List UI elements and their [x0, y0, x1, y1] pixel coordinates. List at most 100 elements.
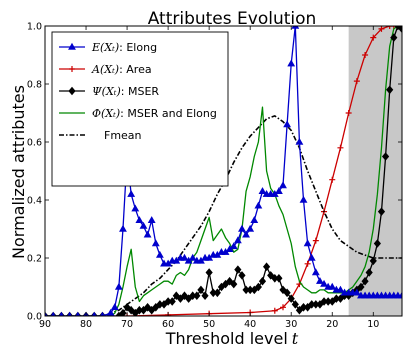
x-tick-label: 10: [367, 319, 379, 330]
data-point-mser: [365, 268, 373, 277]
data-point-elong: [250, 216, 259, 223]
data-point-area: [280, 304, 286, 311]
data-point-elong: [151, 239, 160, 247]
data-point-mser: [168, 297, 176, 306]
data-point-mser: [386, 85, 394, 95]
y-tick-label: 0.4: [27, 196, 42, 207]
data-point-area: [271, 307, 278, 314]
data-point-mser: [381, 152, 390, 161]
data-point-elong: [59, 311, 64, 316]
data-point-mser: [394, 26, 402, 31]
x-tick-label: 70: [121, 319, 133, 330]
data-point-mser: [193, 291, 201, 300]
data-point-elong: [316, 276, 324, 284]
y-tick-label: 0.6: [27, 138, 42, 149]
data-point-area: [345, 110, 352, 116]
legend-marker-elong: [68, 42, 76, 50]
series-line-fmean: [45, 115, 402, 316]
data-point-mser: [373, 239, 381, 248]
data-point-elong: [320, 279, 328, 287]
data-point-elong: [299, 195, 308, 203]
data-point-elong: [238, 224, 246, 232]
data-point-elong: [45, 311, 48, 316]
data-point-mser: [275, 274, 283, 283]
y-tick-label: 0.8: [27, 80, 42, 91]
legend-marker-area: [69, 66, 75, 72]
data-point-elong: [127, 189, 136, 197]
legend-marker-mser: [68, 86, 76, 96]
legend-math-area: A(Xₜ): [91, 63, 119, 76]
data-point-elong: [188, 253, 197, 261]
chart-title: Attributes Evolution: [148, 9, 317, 29]
data-point-elong: [91, 311, 97, 316]
data-point-elong: [283, 120, 292, 128]
x-axis-label-text: Threshold level: [165, 329, 288, 348]
data-point-elong: [114, 282, 123, 290]
data-point-elong: [352, 288, 361, 296]
data-point-elong: [155, 250, 164, 258]
data-point-mser: [357, 282, 365, 292]
data-point-mser: [197, 285, 205, 295]
data-point-mser: [267, 271, 275, 280]
x-axis-label-var: t: [292, 329, 299, 348]
legend-label-fmean: Fmean: [104, 129, 142, 142]
data-point-area: [337, 144, 344, 151]
legend-math-mser-and-elong: Φ(Xₜ): [92, 107, 120, 120]
legend-name-elong: : Elong: [119, 41, 157, 54]
x-axis-label: Threshold level t: [165, 329, 299, 348]
data-point-elong: [274, 187, 283, 194]
data-point-mser: [283, 288, 291, 298]
x-tick-label: 40: [244, 319, 256, 330]
plot-area: 90 80 70 60 50 40 30 20 10 0.0 0.2 0.4 0.6 0.8 1.0 E(Xₜ…: [27, 22, 403, 330]
data-point-mser: [254, 282, 262, 292]
legend-label-elong: E(Xₜ): Elong: [91, 41, 157, 54]
data-point-elong: [287, 59, 296, 67]
data-point-area: [378, 26, 385, 32]
data-point-elong: [311, 268, 320, 276]
data-point-elong: [50, 311, 56, 316]
data-point-mser: [287, 294, 295, 303]
data-point-elong: [291, 26, 300, 29]
data-point-elong: [233, 236, 242, 244]
series-group: [45, 26, 402, 316]
data-point-elong: [336, 285, 345, 293]
data-point-area: [312, 237, 319, 244]
data-point-mser: [262, 262, 271, 271]
data-point-elong: [100, 311, 105, 316]
data-point-elong: [398, 291, 402, 299]
data-point-mser: [238, 271, 246, 280]
x-tick-label: 90: [39, 319, 51, 330]
data-point-mser: [361, 276, 369, 286]
data-point-area: [386, 26, 393, 29]
data-point-elong: [254, 201, 263, 209]
data-point-mser: [258, 276, 267, 286]
data-point-mser: [201, 291, 209, 300]
x-tick-label: 60: [162, 319, 174, 330]
data-point-elong: [246, 224, 255, 232]
legend-math-elong: E(Xₜ): [91, 41, 119, 54]
data-point-elong: [279, 181, 287, 189]
legend-label-area: A(Xₜ): Area: [91, 63, 152, 76]
legend-name-area: : Area: [119, 63, 152, 76]
data-point-elong: [295, 137, 304, 145]
data-point-area: [370, 34, 377, 41]
data-point-mser: [398, 26, 402, 34]
x-tick-label: 30: [285, 319, 297, 330]
y-tick-label: 0.0: [27, 312, 42, 323]
data-point-mser: [119, 308, 127, 316]
data-point-elong: [229, 242, 238, 250]
data-point-elong: [328, 282, 337, 290]
data-point-elong: [119, 224, 127, 232]
data-point-mser: [369, 256, 377, 266]
legend-math-mser: Ψ(Xₜ): [92, 85, 121, 98]
legend-name-mser-and-elong: : MSER and Elong: [120, 107, 217, 120]
data-point-elong: [147, 216, 156, 223]
data-point-elong: [307, 253, 316, 261]
data-point-elong: [139, 221, 148, 229]
legend-box: [51, 31, 229, 187]
x-tick-label: 50: [203, 319, 215, 330]
data-point-elong: [135, 216, 144, 223]
data-point-elong: [242, 230, 250, 238]
legend-label-mser-and-elong: Φ(Xₜ): MSER and Elong: [92, 107, 217, 120]
